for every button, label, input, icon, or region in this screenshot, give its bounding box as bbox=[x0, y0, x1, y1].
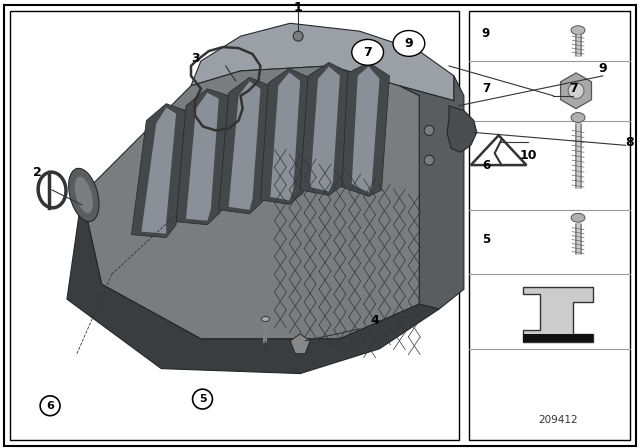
Polygon shape bbox=[176, 89, 228, 225]
Circle shape bbox=[424, 125, 434, 135]
Polygon shape bbox=[290, 334, 310, 354]
Text: 7: 7 bbox=[482, 82, 490, 95]
Polygon shape bbox=[399, 76, 464, 309]
Text: 9: 9 bbox=[482, 27, 490, 40]
Ellipse shape bbox=[352, 39, 383, 65]
Polygon shape bbox=[141, 108, 176, 234]
Polygon shape bbox=[219, 78, 270, 214]
Ellipse shape bbox=[75, 177, 93, 213]
Circle shape bbox=[193, 389, 212, 409]
Text: 10: 10 bbox=[520, 149, 537, 162]
Ellipse shape bbox=[262, 316, 269, 322]
Text: 1: 1 bbox=[294, 1, 303, 14]
Polygon shape bbox=[561, 73, 591, 108]
Text: 6: 6 bbox=[482, 159, 490, 172]
Polygon shape bbox=[447, 106, 477, 152]
Text: 5: 5 bbox=[198, 394, 206, 404]
Polygon shape bbox=[342, 62, 390, 196]
Ellipse shape bbox=[571, 112, 585, 122]
Polygon shape bbox=[524, 287, 593, 342]
Polygon shape bbox=[260, 69, 310, 204]
Circle shape bbox=[293, 31, 303, 41]
Polygon shape bbox=[270, 73, 300, 200]
Polygon shape bbox=[191, 23, 454, 101]
Polygon shape bbox=[82, 66, 419, 339]
Polygon shape bbox=[186, 93, 219, 221]
Text: 6: 6 bbox=[46, 401, 54, 411]
Circle shape bbox=[40, 396, 60, 416]
Text: 7: 7 bbox=[569, 82, 577, 95]
Text: 2: 2 bbox=[33, 166, 42, 179]
Polygon shape bbox=[352, 66, 380, 193]
Polygon shape bbox=[131, 103, 186, 237]
Ellipse shape bbox=[571, 213, 585, 222]
Polygon shape bbox=[228, 82, 260, 210]
Bar bbox=[524, 334, 593, 342]
Polygon shape bbox=[300, 62, 350, 195]
Ellipse shape bbox=[393, 30, 425, 56]
Ellipse shape bbox=[571, 26, 585, 34]
Bar bbox=[469, 11, 630, 440]
Text: 3: 3 bbox=[191, 52, 200, 65]
Polygon shape bbox=[67, 195, 439, 374]
Circle shape bbox=[568, 83, 584, 99]
Ellipse shape bbox=[43, 178, 61, 202]
Text: 7: 7 bbox=[364, 46, 372, 59]
Circle shape bbox=[424, 155, 434, 165]
Text: 8: 8 bbox=[625, 136, 634, 149]
Text: 209412: 209412 bbox=[538, 415, 578, 425]
Text: 9: 9 bbox=[404, 37, 413, 50]
Polygon shape bbox=[471, 135, 527, 165]
Text: 9: 9 bbox=[598, 62, 607, 75]
Text: 5: 5 bbox=[482, 233, 490, 246]
Polygon shape bbox=[310, 66, 340, 191]
Text: 4: 4 bbox=[370, 314, 379, 327]
Ellipse shape bbox=[68, 168, 99, 222]
Bar bbox=[10, 11, 459, 440]
